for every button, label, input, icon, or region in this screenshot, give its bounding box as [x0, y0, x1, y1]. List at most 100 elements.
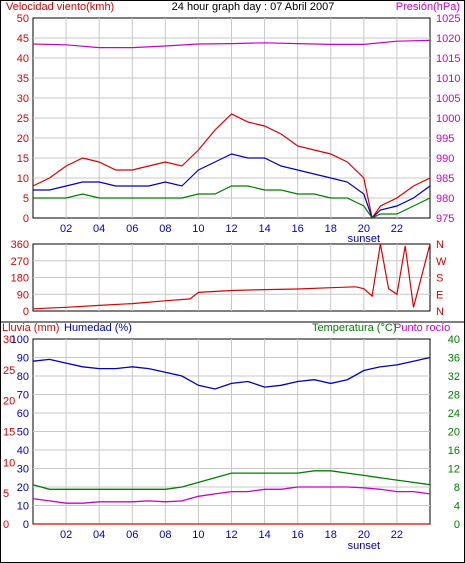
humidity-tick-30: 30 [17, 464, 29, 476]
humidity-x-tick-02: 02 [60, 529, 72, 541]
temp-tick-32: 32 [448, 371, 460, 383]
wind-left-tick-35: 35 [17, 73, 29, 85]
wind-left-tick-50: 50 [17, 13, 29, 25]
wind-left-tick-5: 5 [23, 193, 29, 205]
wind-left-tick-45: 45 [17, 33, 29, 45]
humidity-x-tick-16: 16 [292, 529, 304, 541]
temp-tick-36: 36 [448, 353, 460, 365]
humidity-tick-0: 0 [23, 519, 29, 531]
humidity-tick-60: 60 [17, 408, 29, 420]
pressure-right-tick-1000: 1000 [436, 113, 460, 125]
pressure-right-tick-985: 985 [436, 173, 454, 185]
direction-compass-4: N [436, 306, 444, 318]
pressure-right-tick-990: 990 [436, 153, 454, 165]
direction-left-tick-270: 270 [11, 256, 29, 268]
temperature-axis-title: Temperatura (°C) [312, 322, 396, 334]
humidity-x-tick-06: 06 [126, 529, 138, 541]
wind-x-tick-18: 18 [325, 223, 337, 235]
rain-humidity-temp-panel: 0510152025300102030405060708090100048121… [3, 334, 460, 552]
series-wind-line [33, 153, 431, 220]
rain-axis-title: Lluvia (mm) [2, 322, 59, 334]
wind-left-tick-30: 30 [17, 93, 29, 105]
rain-tick-25: 25 [3, 365, 15, 377]
direction-left-tick-360: 360 [11, 239, 29, 251]
wind-left-tick-20: 20 [17, 133, 29, 145]
pressure-right-tick-1015: 1015 [436, 53, 460, 65]
wind-sunset-label: sunset [348, 233, 380, 245]
temp-tick-16: 16 [448, 445, 460, 457]
wind-x-tick-04: 04 [93, 223, 105, 235]
wind-left-tick-10: 10 [17, 173, 29, 185]
pressure-right-tick-1010: 1010 [436, 73, 460, 85]
wind-pressure-panel: 0510152025303540455097598098599099510001… [17, 13, 461, 245]
wind-axis-title: Velocidad viento(kmh) [6, 1, 114, 13]
wind-left-tick-0: 0 [23, 213, 29, 225]
rain-tick-10: 10 [3, 457, 15, 469]
humidity-x-tick-04: 04 [93, 529, 105, 541]
wind-x-tick-08: 08 [159, 223, 171, 235]
rain-tick-5: 5 [3, 488, 9, 500]
chart-title: 24 hour graph day : 07 Abril 2007 [172, 1, 335, 13]
humidity-x-tick-22: 22 [391, 529, 403, 541]
pressure-right-tick-1005: 1005 [436, 93, 460, 105]
humidity-x-tick-10: 10 [192, 529, 204, 541]
temp-tick-24: 24 [448, 408, 460, 420]
wind-left-tick-25: 25 [17, 113, 29, 125]
pressure-right-tick-980: 980 [436, 193, 454, 205]
series-humidity-line [32, 356, 431, 390]
humidity-x-tick-08: 08 [159, 529, 171, 541]
humidity-tick-70: 70 [17, 390, 29, 402]
humidity-tick-20: 20 [17, 482, 29, 494]
rain-tick-30: 30 [3, 334, 15, 346]
rain-tick-15: 15 [3, 427, 15, 439]
series-pressure-line [32, 39, 431, 49]
pressure-right-tick-975: 975 [436, 213, 454, 225]
series-dewpoint-line [32, 486, 431, 504]
rain-tick-0: 0 [3, 519, 9, 531]
temp-tick-20: 20 [448, 427, 460, 439]
wind-left-tick-15: 15 [17, 153, 29, 165]
wind-x-tick-12: 12 [225, 223, 237, 235]
humidity-tick-50: 50 [17, 427, 29, 439]
wind-x-tick-14: 14 [258, 223, 270, 235]
humidity-x-tick-12: 12 [225, 529, 237, 541]
dewpoint-axis-title: Punto rocío [394, 322, 450, 334]
wind-x-tick-20: 20 [358, 223, 370, 235]
pressure-axis-title: Presión(hPa) [396, 1, 460, 13]
humidity-x-tick-14: 14 [258, 529, 270, 541]
humidity-tick-80: 80 [17, 371, 29, 383]
humidity-x-tick-20: 20 [358, 529, 370, 541]
temp-tick-40: 40 [448, 334, 460, 346]
wind-x-tick-16: 16 [292, 223, 304, 235]
wind-x-tick-06: 06 [126, 223, 138, 235]
wind-x-tick-02: 02 [60, 223, 72, 235]
direction-compass-2: S [436, 273, 443, 285]
humidity-tick-10: 10 [17, 501, 29, 513]
direction-left-tick-0: 0 [23, 306, 29, 318]
direction-left-tick-90: 90 [17, 289, 29, 301]
humidity-x-tick-18: 18 [325, 529, 337, 541]
temp-tick-12: 12 [448, 464, 460, 476]
series-gust-line [32, 113, 431, 220]
temp-tick-4: 4 [454, 501, 460, 513]
series-direction-line [32, 243, 431, 310]
humidity-axis-title: Humedad (%) [64, 322, 132, 334]
pressure-right-tick-1025: 1025 [436, 13, 460, 25]
direction-compass-0: N [436, 239, 444, 251]
humidity-sunset-label: sunset [348, 540, 380, 552]
series-temperature-line [32, 470, 431, 490]
wind-x-tick-22: 22 [391, 223, 403, 235]
direction-compass-1: W [436, 256, 447, 268]
temp-tick-28: 28 [448, 390, 460, 402]
humidity-tick-90: 90 [17, 353, 29, 365]
humidity-tick-40: 40 [17, 445, 29, 457]
series-base-line [33, 185, 431, 219]
temp-tick-0: 0 [454, 519, 460, 531]
humidity-tick-100: 100 [11, 334, 29, 346]
pressure-right-tick-995: 995 [436, 133, 454, 145]
temp-tick-8: 8 [454, 482, 460, 494]
direction-compass-3: E [436, 289, 443, 301]
